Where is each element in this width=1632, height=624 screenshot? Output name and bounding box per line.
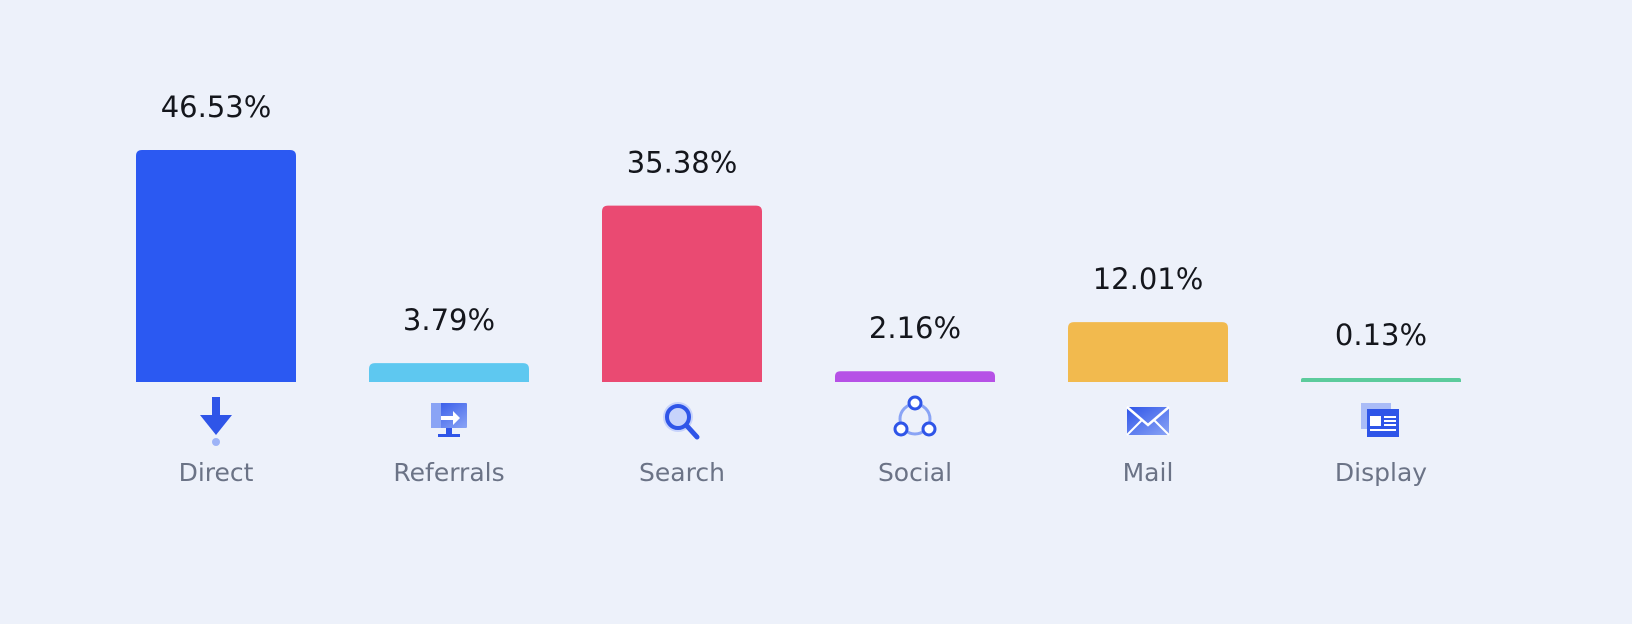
- browser-window-icon: [1361, 403, 1399, 437]
- category-label-display: Display: [1335, 458, 1427, 487]
- download-arrow-icon: [200, 397, 232, 446]
- magnifier-icon: [663, 402, 700, 440]
- value-labels-layer: 46.53% 3.79% 35.38% 2.16% 12.01% 0.13%: [161, 90, 1427, 352]
- bar-search: [602, 205, 762, 382]
- value-label-social: 2.16%: [869, 311, 961, 345]
- share-network-icon: [893, 395, 937, 437]
- category-label-mail: Mail: [1123, 458, 1174, 487]
- category-label-social: Social: [878, 458, 952, 487]
- value-label-mail: 12.01%: [1093, 262, 1204, 296]
- bar-referrals: [369, 363, 529, 382]
- category-label-direct: Direct: [179, 458, 254, 487]
- bar-social: [835, 371, 995, 382]
- value-label-display: 0.13%: [1335, 318, 1427, 352]
- envelope-icon: [1126, 406, 1170, 436]
- bar-mail: [1068, 322, 1228, 382]
- category-labels-layer: Direct Referrals Search Social Mail Display: [179, 458, 1428, 487]
- value-label-direct: 46.53%: [161, 90, 272, 124]
- bar-display: [1301, 378, 1461, 382]
- value-label-referrals: 3.79%: [403, 303, 495, 337]
- bars-layer: [136, 150, 1461, 382]
- category-label-referrals: Referrals: [393, 458, 504, 487]
- value-label-search: 35.38%: [627, 146, 738, 180]
- category-label-search: Search: [639, 458, 725, 487]
- bar-direct: [136, 150, 296, 382]
- icons-layer: [200, 395, 1399, 446]
- monitor-arrow-icon: [431, 403, 467, 437]
